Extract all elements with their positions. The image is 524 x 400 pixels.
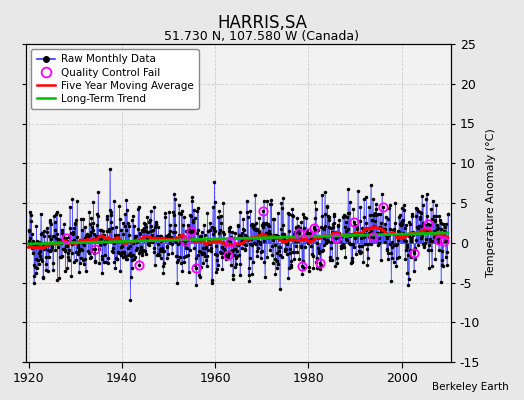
- Text: 51.730 N, 107.580 W (Canada): 51.730 N, 107.580 W (Canada): [165, 30, 359, 43]
- Text: Berkeley Earth: Berkeley Earth: [432, 382, 508, 392]
- Text: HARRIS,SA: HARRIS,SA: [217, 14, 307, 32]
- Y-axis label: Temperature Anomaly (°C): Temperature Anomaly (°C): [486, 129, 496, 277]
- Legend: Raw Monthly Data, Quality Control Fail, Five Year Moving Average, Long-Term Tren: Raw Monthly Data, Quality Control Fail, …: [31, 49, 199, 109]
